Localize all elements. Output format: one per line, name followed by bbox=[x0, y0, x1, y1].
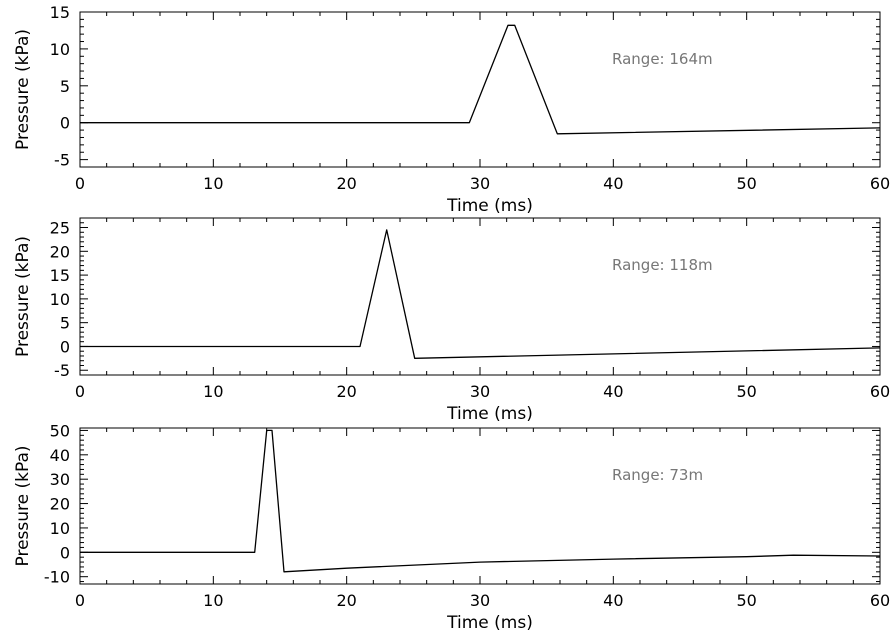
x-tick-label: 40 bbox=[603, 382, 623, 401]
plot-frame bbox=[79, 217, 881, 376]
x-tick-label: 10 bbox=[203, 591, 223, 610]
y-tick-label: 0 bbox=[60, 337, 70, 356]
pressure-series-line bbox=[80, 229, 881, 359]
x-axis-title: Time (ms) bbox=[446, 613, 533, 633]
plot-frame bbox=[79, 11, 881, 168]
y-tick-label: -5 bbox=[54, 361, 70, 380]
range-annotation: Range: 73m bbox=[612, 466, 703, 484]
x-axis-title: Time (ms) bbox=[446, 404, 533, 424]
x-tick-label: 50 bbox=[736, 382, 756, 401]
y-tick-label: 50 bbox=[50, 421, 70, 440]
range-annotation: Range: 164m bbox=[612, 50, 713, 68]
x-tick-label: 30 bbox=[470, 174, 490, 193]
x-tick-label: 10 bbox=[203, 382, 223, 401]
y-tick-label: 15 bbox=[50, 3, 70, 22]
y-tick-label: 25 bbox=[50, 219, 70, 238]
y-tick-label: 20 bbox=[50, 242, 70, 261]
x-axis-title: Time (ms) bbox=[446, 196, 533, 216]
y-axis-title: Pressure (kPa) bbox=[13, 29, 33, 150]
y-tick-label: 10 bbox=[50, 40, 70, 59]
range-annotation: Range: 118m bbox=[612, 256, 713, 274]
y-tick-label: 5 bbox=[60, 314, 70, 333]
chart-panel-3: 0 10 20 30 40 50 60 -10 0 10 20 30 40 50 Time (ms) Pres… bbox=[13, 421, 890, 633]
y-tick-label: 20 bbox=[50, 495, 70, 514]
y-axis-title: Pressure (kPa) bbox=[13, 445, 33, 566]
chart-panel-2: 0 10 20 30 40 50 60 -5 0 5 10 15 20 25 Time (ms) Pressu… bbox=[13, 217, 890, 424]
y-tick-label: 5 bbox=[60, 77, 70, 96]
x-tick-label: 10 bbox=[203, 174, 223, 193]
x-tick-label: 40 bbox=[603, 591, 623, 610]
x-tick-label: 60 bbox=[870, 382, 890, 401]
y-tick-label: 0 bbox=[60, 114, 70, 133]
x-tick-label: 60 bbox=[870, 174, 890, 193]
x-tick-label: 50 bbox=[736, 174, 756, 193]
plot-frame bbox=[79, 427, 881, 585]
x-tick-label: 0 bbox=[75, 591, 85, 610]
y-tick-label: 10 bbox=[50, 290, 70, 309]
pressure-series-line bbox=[80, 429, 881, 573]
x-tick-label: 60 bbox=[870, 591, 890, 610]
y-tick-label: 40 bbox=[50, 446, 70, 465]
x-tick-label: 0 bbox=[75, 382, 85, 401]
y-tick-label: 30 bbox=[50, 470, 70, 489]
x-tick-label: 40 bbox=[603, 174, 623, 193]
x-tick-label: 50 bbox=[736, 591, 756, 610]
x-tick-label: 20 bbox=[336, 382, 356, 401]
chart-panel-1: 0 10 20 30 40 50 60 -5 0 5 10 15 Time (ms) Pressure (… bbox=[13, 3, 890, 216]
x-tick-label: 20 bbox=[336, 174, 356, 193]
y-axis-title: Pressure (kPa) bbox=[13, 236, 33, 357]
y-tick-label: 10 bbox=[50, 519, 70, 538]
y-tick-label: -5 bbox=[54, 151, 70, 170]
x-tick-label: 30 bbox=[470, 591, 490, 610]
x-tick-label: 0 bbox=[75, 174, 85, 193]
y-tick-label: -10 bbox=[44, 568, 70, 587]
x-tick-label: 30 bbox=[470, 382, 490, 401]
pressure-series-line bbox=[80, 24, 881, 135]
y-tick-label: 0 bbox=[60, 543, 70, 562]
y-tick-label: 15 bbox=[50, 266, 70, 285]
x-tick-label: 20 bbox=[336, 591, 356, 610]
